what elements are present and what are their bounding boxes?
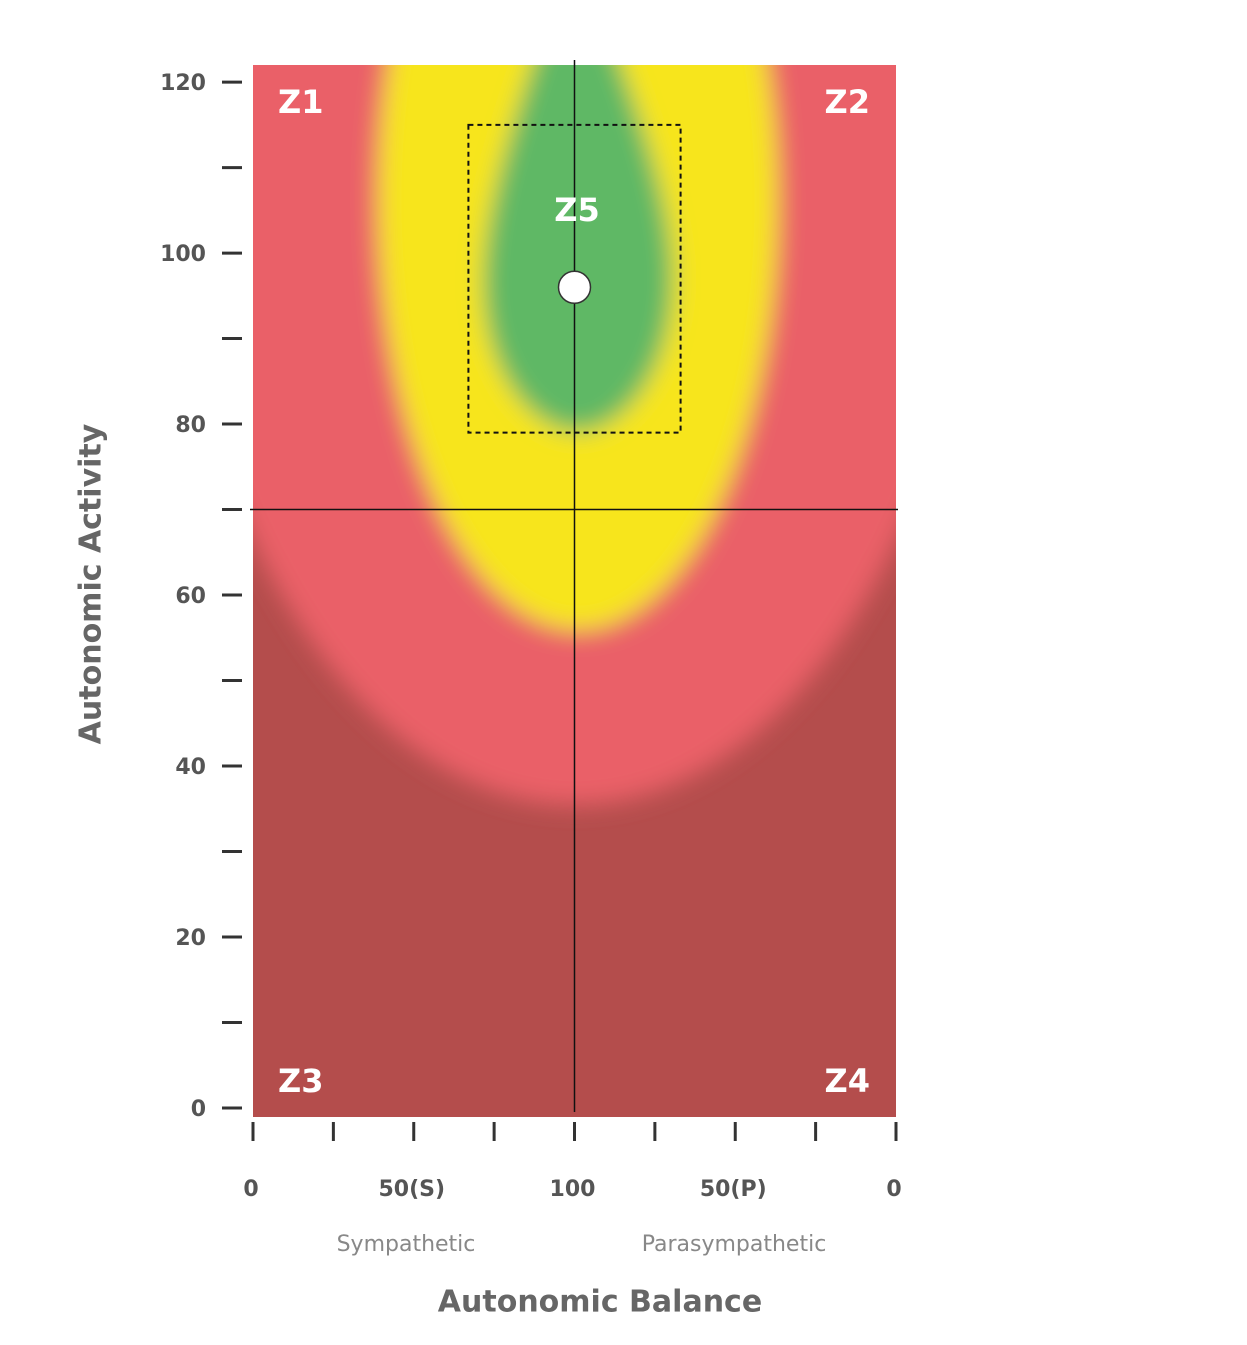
- x-tick-label: 100: [550, 1177, 596, 1202]
- x-tick-label: 50(S): [378, 1177, 445, 1202]
- zone-label: Z3: [278, 1062, 323, 1100]
- x-tick-label: 50(P): [700, 1177, 767, 1202]
- y-tick-label: 20: [175, 926, 206, 951]
- y-tick-label: 60: [175, 584, 206, 609]
- x-tick-label: 0: [243, 1177, 258, 1202]
- zone-label: Z5: [554, 191, 599, 229]
- zone-label: Z2: [825, 83, 870, 121]
- target-box: [467, 123, 682, 434]
- data-point: [557, 270, 592, 305]
- x-tick-label: 0: [886, 1177, 901, 1202]
- x-axis-title: Autonomic Balance: [438, 1285, 762, 1320]
- y-tick-label: 100: [160, 242, 206, 267]
- zone-label: Z4: [825, 1062, 870, 1100]
- side-label: Parasympathetic: [642, 1232, 827, 1257]
- y-axis-title: Autonomic Activity: [74, 423, 109, 744]
- y-tick-label: 40: [175, 755, 206, 780]
- y-tick-label: 80: [175, 413, 206, 438]
- y-tick-label: 120: [160, 71, 206, 96]
- y-tick-label: 0: [191, 1097, 206, 1122]
- zone-label: Z1: [278, 83, 323, 121]
- side-label: Sympathetic: [337, 1232, 476, 1257]
